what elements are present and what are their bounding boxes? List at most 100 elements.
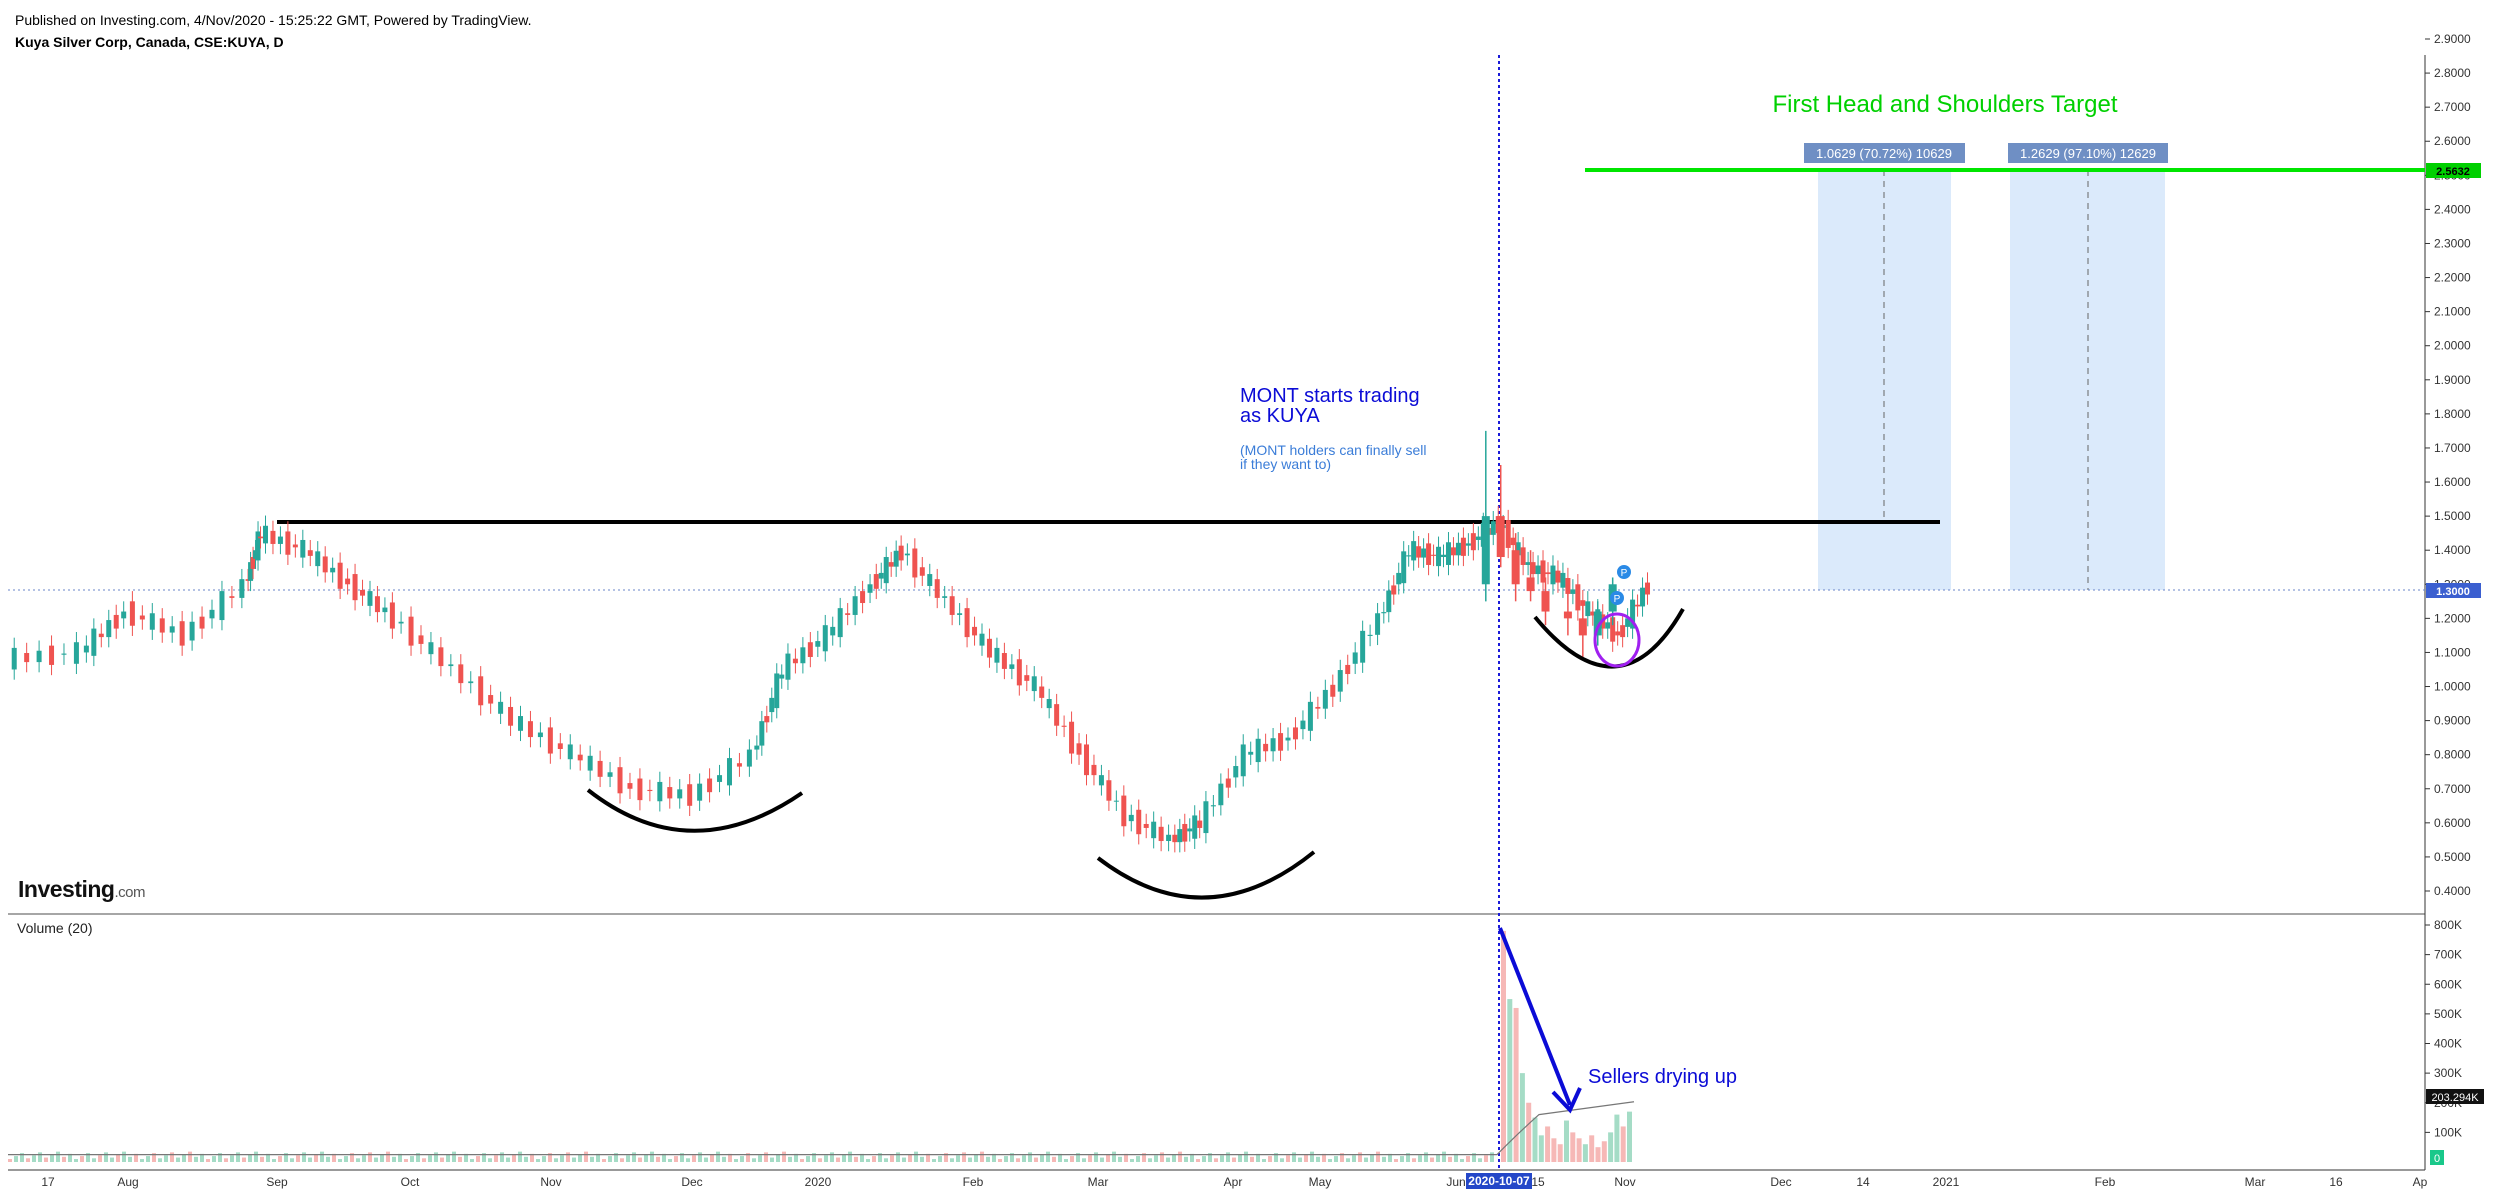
candle-body: [647, 789, 653, 792]
volume-bar: [1130, 1159, 1134, 1162]
candle-body: [389, 602, 395, 629]
volume-bar: [542, 1156, 546, 1162]
volume-bar: [1526, 1102, 1532, 1162]
volume-bar: [1010, 1153, 1014, 1162]
candle-body: [1615, 631, 1621, 636]
candle-body: [1496, 516, 1505, 558]
volume-bar: [638, 1157, 642, 1162]
candle-body: [360, 589, 366, 596]
volume-bar: [1022, 1155, 1026, 1162]
volume-bar: [134, 1153, 138, 1162]
volume-bar: [1484, 1155, 1488, 1162]
candle-body: [1136, 809, 1142, 835]
volume-bar: [872, 1156, 876, 1162]
volume-bar: [704, 1157, 708, 1162]
volume-bar: [440, 1157, 444, 1162]
volume-moving-average: [8, 1101, 1635, 1156]
candle-body: [1535, 565, 1541, 575]
volume-bar: [626, 1155, 630, 1162]
volume-bar: [26, 1158, 30, 1162]
volume-bar: [500, 1152, 504, 1162]
candle-body: [888, 562, 894, 567]
logo-main: Investing: [18, 876, 115, 902]
candle-body: [248, 562, 254, 581]
candle-body: [815, 641, 821, 647]
candle-body: [927, 574, 933, 586]
volume-bar: [518, 1151, 522, 1162]
candle-body: [557, 743, 563, 749]
volume-bar: [158, 1158, 162, 1162]
volume-bar: [182, 1154, 186, 1162]
marker-circle: [1593, 612, 1641, 668]
candle-body: [577, 754, 583, 761]
volume-bar: [686, 1158, 690, 1162]
candle-body: [1166, 834, 1172, 842]
volume-bar: [1238, 1154, 1242, 1162]
volume-bar: [452, 1151, 456, 1162]
volume-bar: [740, 1156, 744, 1162]
candle-body: [277, 536, 283, 544]
candle-body: [1620, 625, 1626, 638]
price-tick-label: 1.6000: [2434, 475, 2471, 489]
candle-body: [1645, 582, 1651, 595]
volume-bar: [110, 1157, 114, 1162]
volume-bar: [332, 1153, 336, 1162]
candle-body: [754, 745, 760, 750]
volume-bar: [254, 1151, 258, 1162]
candle-body: [1465, 543, 1471, 546]
volume-bar: [842, 1154, 846, 1162]
volume-bar: [230, 1155, 234, 1162]
candle-body: [1550, 565, 1556, 585]
price-tick-label: 0.6000: [2434, 816, 2471, 830]
candle-body: [1563, 611, 1572, 619]
candle-body: [239, 579, 245, 598]
volume-bar: [770, 1157, 774, 1162]
volume-bar: [44, 1157, 48, 1162]
volume-bar: [200, 1153, 204, 1162]
volume-bar: [1160, 1152, 1164, 1162]
volume-bar: [1286, 1155, 1290, 1162]
volume-bar: [236, 1152, 240, 1162]
price-tick-label: 0.5000: [2434, 850, 2471, 864]
volume-bar: [1400, 1156, 1404, 1162]
candle-body: [1575, 584, 1581, 611]
time-label: Feb: [2095, 1175, 2116, 1189]
volume-bar: [434, 1152, 438, 1162]
volume-bar: [692, 1155, 696, 1162]
volume-bar: [1382, 1156, 1386, 1162]
volume-bar: [650, 1151, 654, 1162]
candle-body: [1177, 829, 1183, 843]
volume-bar: [206, 1159, 210, 1162]
volume-tick-label: 100K: [2434, 1125, 2462, 1139]
candle-body: [73, 642, 79, 664]
volume-bar: [1088, 1155, 1092, 1162]
candle-body: [270, 530, 276, 544]
candle-body: [1421, 548, 1427, 558]
candle-body: [637, 778, 643, 801]
price-series: [11, 505, 1651, 853]
volume-series: [8, 930, 1635, 1162]
candle-body: [1511, 550, 1520, 585]
volume-bar: [74, 1159, 78, 1162]
volume-tick-label: 700K: [2434, 948, 2462, 962]
candle-body: [1024, 675, 1030, 681]
candle-body: [994, 647, 1000, 663]
volume-bar: [1316, 1156, 1320, 1162]
volume-bar: [1004, 1156, 1008, 1162]
volume-bar: [1418, 1155, 1422, 1162]
candle-body: [1396, 572, 1402, 585]
time-cursor-badge: [1466, 1173, 1532, 1189]
volume-bar: [968, 1157, 972, 1162]
volume-bar: [926, 1153, 930, 1162]
marker-p-icon: [1610, 591, 1624, 605]
volume-bar: [656, 1156, 660, 1162]
volume-bar: [680, 1153, 684, 1162]
volume-bar: [1106, 1154, 1110, 1162]
candle-body: [1515, 542, 1521, 556]
volume-bar: [1519, 1073, 1525, 1162]
price-tick-label: 1.8000: [2434, 407, 2471, 421]
candle-body: [852, 596, 858, 615]
candle-body: [919, 567, 925, 576]
candle-body: [24, 653, 30, 663]
